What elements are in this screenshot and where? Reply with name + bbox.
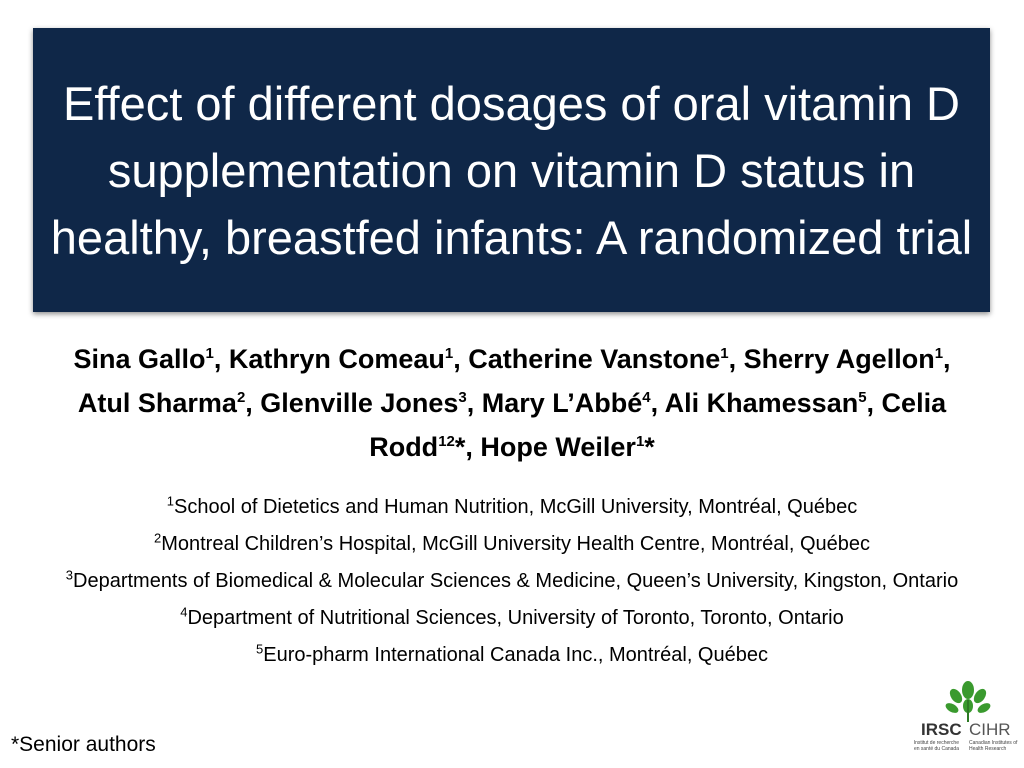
author-name: , Kathryn Comeau (213, 344, 445, 374)
affiliation-text: Departments of Biomedical & Molecular Sc… (73, 570, 959, 592)
author-sup: 2 (236, 389, 246, 406)
author-sup: 1 (720, 345, 729, 362)
logo-fr: Institut de recherche en santé du Canada (913, 740, 959, 752)
author-name: Sina Gallo (73, 344, 206, 374)
author-sup: 1 (635, 433, 645, 450)
author-name: , Mary L’Abbé (466, 388, 643, 418)
affiliation-text: Euro-pharm International Canada Inc., Mo… (263, 644, 768, 666)
title: Effect of different dosages of oral vita… (50, 76, 973, 264)
author-name: , Atul Sharma (77, 344, 951, 418)
affiliation-sup: 1 (166, 493, 174, 509)
author-sup: 1 (444, 345, 454, 362)
author-name: *, Hope Weiler (454, 432, 636, 462)
affiliation-sup: 2 (153, 530, 162, 546)
logo-cihr: CIHR (969, 720, 1011, 739)
author-sup: 5 (858, 389, 867, 406)
footnote: *Senior authors (11, 733, 156, 756)
affiliation: 4Department of Nutritional Sciences, Uni… (40, 603, 984, 633)
author-sup: 1 (934, 345, 944, 362)
affiliation-text: Department of Nutritional Sciences, Univ… (187, 607, 844, 629)
affiliation-text: School of Dietetics and Human Nutrition,… (174, 496, 858, 518)
author-name: * (644, 432, 655, 462)
author-sup: 3 (458, 389, 467, 406)
affiliation-sup: 4 (180, 604, 188, 620)
author-name: , Sherry Agellon (728, 344, 935, 374)
affiliation-sup: 3 (65, 567, 73, 583)
affiliation: 1School of Dietetics and Human Nutrition… (40, 492, 984, 522)
affiliation: 3Departments of Biomedical & Molecular S… (40, 566, 984, 596)
author-sup: 1 (205, 345, 214, 362)
affiliation-sup: 5 (256, 641, 264, 657)
authors: Sina Gallo1, Kathryn Comeau1, Catherine … (60, 337, 964, 469)
author-name: , Celia Rodd (369, 388, 947, 462)
logo-en: Canadian Institutes of Health Research (969, 740, 1018, 752)
author-name: , Catherine Vanstone (453, 344, 721, 374)
affiliation: 5Euro-pharm International Canada Inc., M… (40, 640, 984, 670)
logo-leaves (945, 681, 991, 722)
affiliation: 2Montreal Children’s Hospital, McGill Un… (40, 529, 984, 559)
author-name: , Ali Khamessan (650, 388, 859, 418)
author-sup: 12 (438, 433, 455, 450)
author-name: , Glenville Jones (245, 388, 459, 418)
logo: IRSC CIHR Institut de recherche en santé… (903, 680, 1021, 766)
logo-irsc: IRSC (921, 720, 962, 739)
affiliations: 1School of Dietetics and Human Nutrition… (40, 492, 984, 677)
author-sup: 4 (642, 389, 651, 406)
title-box: Effect of different dosages of oral vita… (33, 28, 990, 312)
affiliation-text: Montreal Children’s Hospital, McGill Uni… (161, 533, 871, 555)
